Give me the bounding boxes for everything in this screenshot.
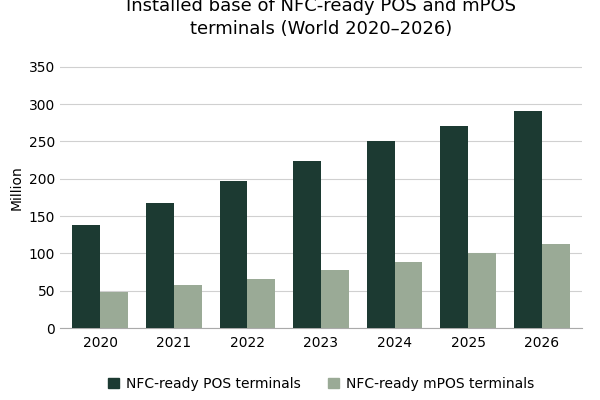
Bar [293,162,321,328]
Bar [514,112,542,328]
Bar [468,252,496,328]
Bar [440,126,468,328]
Bar [146,202,174,328]
Title: Installed base of NFC-ready POS and mPOS
terminals (World 2020–2026): Installed base of NFC-ready POS and mPOS… [126,0,516,38]
Legend: NFC-ready POS terminals, NFC-ready mPOS terminals: NFC-ready POS terminals, NFC-ready mPOS … [102,371,540,396]
Bar [367,141,395,328]
Bar [395,262,422,328]
Bar [100,292,128,328]
Bar [174,286,202,328]
Bar [321,270,349,328]
Bar [542,244,569,328]
Bar [247,280,275,328]
Bar [73,225,100,328]
Y-axis label: Million: Million [9,166,23,210]
Bar [220,181,247,328]
